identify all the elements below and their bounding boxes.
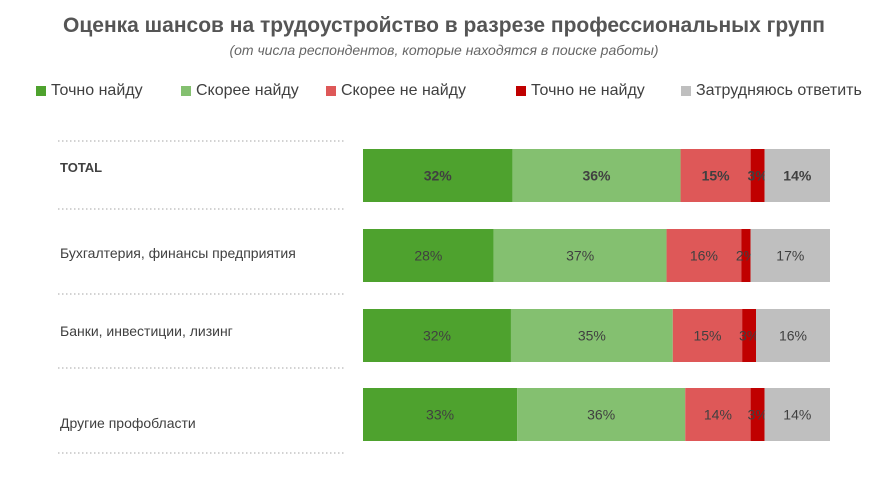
legend-label: Точно не найду: [531, 82, 645, 99]
bar-segment: [363, 149, 513, 202]
bar-segment: [363, 229, 494, 282]
legend-item: Точно найду: [36, 82, 143, 100]
data-label: 17%: [776, 248, 804, 264]
bar-segment: [750, 388, 765, 441]
legend-label: Скорее не найду: [341, 82, 466, 99]
bar-segment: [672, 309, 743, 362]
bar-segment: [750, 229, 830, 282]
bar-segment: [512, 149, 681, 202]
data-label: 15%: [693, 328, 721, 344]
legend-label: Точно найду: [51, 82, 143, 99]
data-label: 32%: [423, 328, 451, 344]
bar-segment: [510, 309, 673, 362]
data-label: 3%: [739, 328, 759, 344]
legend-swatch: [326, 86, 336, 96]
legend-swatch: [516, 86, 526, 96]
bar-segment: [741, 229, 751, 282]
legend-swatch: [36, 86, 46, 96]
chart-legend: Точно найду Скорее найду Скорее не найду То…: [36, 82, 876, 102]
data-label: 16%: [690, 248, 718, 264]
data-label: 35%: [578, 328, 606, 344]
bar-segment: [685, 388, 751, 441]
legend-item: Затрудняюсь ответить: [681, 82, 862, 100]
data-label: 15%: [702, 168, 731, 184]
bar-segment: [666, 229, 742, 282]
chart-title: Оценка шансов на трудоустройство в разре…: [63, 14, 825, 37]
data-label: 32%: [424, 168, 453, 184]
bar-segment: [764, 388, 830, 441]
bar-segment: [764, 149, 830, 202]
data-label: 33%: [426, 407, 454, 423]
bar-segment: [756, 309, 830, 362]
legend-label: Скорее найду: [196, 82, 299, 99]
data-label: 37%: [566, 248, 594, 264]
legend-item: Скорее найду: [181, 82, 299, 100]
bar-segment: [680, 149, 751, 202]
bar-segment: [742, 309, 757, 362]
category-label: TOTAL: [60, 160, 102, 175]
legend-item: Скорее не найду: [326, 82, 466, 100]
bar-segment: [750, 149, 765, 202]
data-label: 14%: [783, 407, 811, 423]
data-label: 3%: [747, 407, 767, 423]
category-label: Другие профобласти: [60, 415, 196, 431]
data-label: 36%: [582, 168, 611, 184]
data-label: 3%: [747, 168, 768, 184]
bar-segment: [517, 388, 686, 441]
data-label: 16%: [779, 328, 807, 344]
bar-segment: [363, 309, 511, 362]
data-label: 14%: [704, 407, 732, 423]
legend-swatch: [181, 86, 191, 96]
legend-item: Точно не найду: [516, 82, 645, 100]
chart-subtitle: (от числа респондентов, которые находятс…: [229, 42, 659, 58]
legend-label: Затрудняюсь ответить: [696, 82, 862, 99]
category-label: Бухгалтерия, финансы предприятия: [60, 245, 296, 261]
category-label: Банки, инвестиции, лизинг: [60, 323, 233, 339]
data-label: 36%: [587, 407, 615, 423]
data-label: 14%: [783, 168, 812, 184]
bar-segment: [493, 229, 667, 282]
bar-segment: [363, 388, 518, 441]
data-label: 28%: [414, 248, 442, 264]
legend-swatch: [681, 86, 691, 96]
